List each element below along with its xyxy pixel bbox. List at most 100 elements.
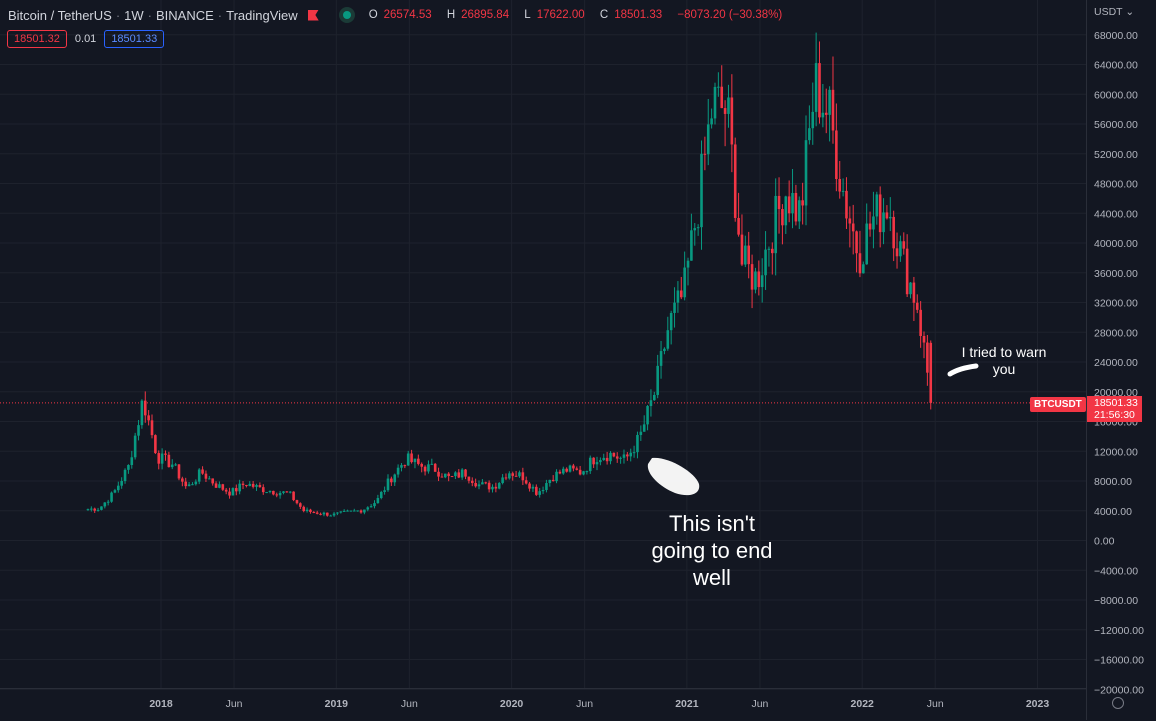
candle-body (733, 144, 737, 218)
time-axis[interactable] (0, 688, 1086, 721)
candle-body (599, 460, 602, 463)
market-status-icon[interactable] (338, 7, 355, 23)
candles (86, 32, 933, 517)
candle-body (784, 196, 788, 226)
symbol-title[interactable]: Bitcoin / TetherUS (8, 7, 112, 23)
candle-body (524, 480, 528, 484)
settings-gear-icon[interactable] (1112, 697, 1124, 709)
candle-body (851, 223, 855, 232)
candle-body (582, 471, 585, 475)
candle-body (659, 351, 663, 366)
candle-body (457, 472, 461, 478)
candle-body (706, 124, 710, 155)
candle-body (285, 491, 289, 493)
sell-button[interactable]: 18501.32 (7, 30, 67, 48)
price-axis[interactable] (1086, 0, 1156, 720)
candle-body (116, 485, 120, 491)
candle-body (204, 473, 208, 479)
candle-body (356, 510, 359, 512)
separator: · (147, 7, 152, 23)
candle-body (447, 473, 450, 477)
candle-body (137, 425, 140, 436)
candle-body (302, 506, 306, 512)
low-value: 17622.00 (536, 9, 585, 21)
price-tick-label: −4000.00 (1094, 565, 1138, 577)
candle-body (740, 234, 744, 265)
candle-body (882, 212, 885, 233)
candle-body (572, 465, 575, 469)
price-tick-label: 12000.00 (1094, 446, 1138, 458)
candle-body (201, 469, 204, 474)
candle-body (386, 478, 390, 491)
candle-body (157, 453, 161, 464)
candle-body (899, 241, 902, 257)
candle-body (261, 487, 265, 493)
price-tick-label: 64000.00 (1094, 60, 1138, 72)
exchange-label: BINANCE (156, 7, 214, 23)
candle-body (181, 478, 184, 482)
candle-body (288, 491, 292, 493)
candle-body (828, 89, 831, 115)
price-tick-label: 28000.00 (1094, 327, 1138, 339)
annotation-prediction[interactable]: This isn't going to end well (612, 510, 812, 591)
flag-icon[interactable] (307, 9, 319, 21)
price-tick-label: 8000.00 (1094, 476, 1132, 488)
candle-body (379, 491, 383, 499)
candle-body (390, 478, 393, 483)
price-tick-label: 4000.00 (1094, 506, 1132, 518)
interval-label[interactable]: 1W (124, 7, 144, 23)
price-tick-label: 60000.00 (1094, 89, 1138, 101)
candle-body (100, 506, 103, 510)
candle-body (858, 253, 862, 274)
candle-body (619, 457, 622, 459)
candle-body (437, 471, 440, 477)
currency-label: USDT (1094, 6, 1123, 18)
candle-body (278, 492, 282, 496)
candle-body (275, 494, 279, 496)
candle-body (197, 469, 201, 482)
price-tick-label: 40000.00 (1094, 238, 1138, 250)
candle-body (629, 452, 633, 457)
candle-body (622, 454, 626, 458)
candle-body (454, 472, 457, 477)
candle-body (892, 216, 895, 249)
time-tick-label: 2022 (851, 698, 875, 710)
time-tick-label: Jun (927, 698, 944, 710)
candle-body (710, 118, 713, 125)
candle-body (147, 415, 150, 421)
annotation-line: going to end (651, 538, 773, 563)
candle-body (754, 271, 757, 290)
candle-body (427, 464, 430, 472)
buy-button[interactable]: 18501.33 (104, 30, 165, 48)
candle-body (760, 275, 764, 288)
candle-body (585, 471, 589, 473)
candle-body (241, 483, 245, 485)
candle-body (888, 216, 892, 219)
candle-body (501, 477, 504, 484)
candle-body (663, 348, 666, 352)
candle-body (467, 476, 471, 481)
price-tick-label: −12000.00 (1094, 625, 1144, 637)
candle-body (255, 485, 258, 487)
candle-body (683, 267, 686, 298)
candle-body (396, 467, 400, 475)
candle-body (444, 473, 447, 478)
candle-body (609, 452, 612, 462)
candle-body (875, 194, 879, 217)
annotation-warning[interactable]: I tried to warn you (944, 344, 1064, 378)
candle-body (676, 290, 680, 303)
candle-body (845, 190, 848, 219)
candle-body (154, 435, 157, 454)
candle-body (747, 245, 751, 265)
currency-selector[interactable]: USDT ⌄ (1094, 6, 1134, 18)
candle-body (919, 309, 922, 336)
candle-body (642, 424, 646, 432)
candle-body (282, 491, 285, 493)
candle-body (757, 271, 761, 288)
candle-body (184, 481, 188, 487)
candle-body (649, 400, 653, 407)
candle-body (771, 248, 774, 254)
candle-body (679, 290, 683, 298)
candle-body (632, 452, 636, 454)
